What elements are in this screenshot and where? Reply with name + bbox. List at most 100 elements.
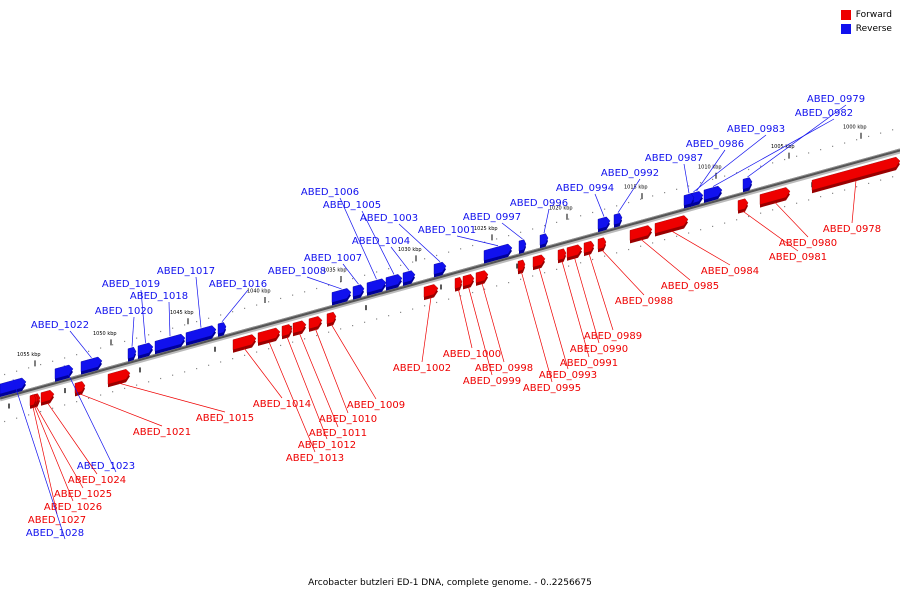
gene-label: ABED_1022 (31, 320, 89, 331)
gene-label: ABED_1018 (130, 291, 188, 302)
gene-arrow (137, 342, 154, 357)
gene-label: ABED_0999 (463, 376, 521, 387)
gene-arrow (74, 381, 86, 394)
scale-dot (100, 347, 102, 349)
gene-connector (268, 341, 316, 453)
scale-dot (196, 367, 198, 370)
gene-label: ABED_1025 (54, 489, 112, 500)
gene-arrow (80, 356, 103, 372)
gene-label: ABED_0985 (661, 281, 719, 292)
gene-connector (683, 163, 690, 194)
scale-dot (400, 264, 402, 266)
scale-dot (652, 195, 654, 197)
gene-arrow (597, 216, 611, 230)
gene-arrow (759, 187, 791, 205)
gene-arrow (597, 237, 607, 250)
gene-arrow (0, 377, 27, 395)
scale-tick-label: 1030 kbp (398, 247, 422, 253)
gene-arrow (566, 244, 583, 259)
strand-legend: Forward Reverse (840, 8, 892, 36)
gene-label: ABED_0988 (615, 296, 673, 307)
gene-connector (32, 406, 58, 515)
scale-dot (592, 211, 594, 214)
gene-arrow (475, 270, 489, 284)
scale-dot (568, 265, 570, 267)
gene-arrow (683, 193, 695, 206)
scale-dot (64, 357, 66, 359)
gene-label: ABED_0980 (779, 238, 837, 249)
scale-dot (76, 401, 78, 403)
backbone-highlight (0, 148, 900, 398)
forward-swatch (840, 10, 851, 20)
scale-dot (688, 185, 690, 187)
gene-arrow (532, 254, 546, 268)
gene-connector (671, 230, 731, 266)
gene-label: ABED_1010 (319, 414, 377, 425)
gene-arrow (40, 389, 55, 403)
scale-dot (232, 311, 234, 313)
gene-connector (712, 118, 835, 187)
scale-dot (352, 325, 354, 327)
scale-dot (100, 394, 102, 396)
gene-connector (339, 197, 377, 280)
gene-connector (390, 246, 410, 271)
gene-connector (742, 210, 799, 252)
gene-connector (696, 149, 726, 192)
gene-arrow (257, 327, 281, 344)
gene-connector (79, 393, 163, 427)
scale-dot (88, 350, 90, 352)
gene-connector (331, 324, 377, 400)
gene-arrow (518, 239, 527, 252)
scale-tick-label: 1045 kbp (170, 310, 194, 316)
scale-dot (316, 287, 318, 290)
scale-dot (172, 327, 174, 329)
gene-arrow (613, 213, 623, 226)
scale-dot (388, 268, 390, 270)
gene-label: ABED_1024 (68, 475, 126, 486)
scale-dot (496, 285, 498, 287)
gene-arrow (462, 274, 475, 287)
gene-arrow (654, 215, 689, 234)
gene-arrow (326, 311, 337, 325)
scale-dot (328, 331, 330, 333)
scale-dot (616, 205, 618, 207)
scale-dot (676, 235, 678, 237)
gene-label: ABED_1027 (28, 515, 86, 526)
gene-arrow (483, 243, 513, 261)
gene-connector (640, 239, 691, 281)
scale-dot (436, 301, 438, 304)
scale-dot (112, 391, 114, 393)
scale-dot (148, 334, 150, 336)
gene-arrow (517, 259, 526, 272)
gene-connector (468, 286, 493, 376)
gene-connector (693, 134, 767, 193)
scale-dot (472, 244, 474, 247)
scale-dot (544, 225, 546, 227)
scale-dot (760, 212, 762, 214)
scale-dot (856, 186, 858, 188)
gene-label: ABED_0982 (795, 108, 853, 119)
gene-connector (543, 208, 550, 234)
gene-label: ABED_1000 (443, 349, 501, 360)
gene-connector (131, 316, 135, 347)
scale-dot (376, 271, 378, 273)
gene-arrow (423, 284, 439, 298)
gene-label: ABED_1008 (268, 266, 326, 277)
gene-arrow (308, 316, 323, 330)
scale-dot (196, 320, 198, 323)
scale-dot (820, 149, 822, 151)
gene-label: ABED_1019 (102, 279, 160, 290)
scale-dot (124, 340, 126, 343)
gene-label: ABED_0983 (727, 124, 785, 135)
scale-dot (268, 348, 270, 350)
genome-backbone (0, 148, 900, 400)
gene-label: ABED_0989 (584, 331, 642, 342)
gene-label: ABED_1005 (323, 200, 381, 211)
gene-arrow (154, 333, 186, 352)
scale-dot (640, 245, 642, 247)
scale-dot (772, 162, 774, 164)
scale-dot (136, 337, 138, 339)
scale-dot (460, 248, 462, 250)
scale-dot (820, 196, 822, 198)
